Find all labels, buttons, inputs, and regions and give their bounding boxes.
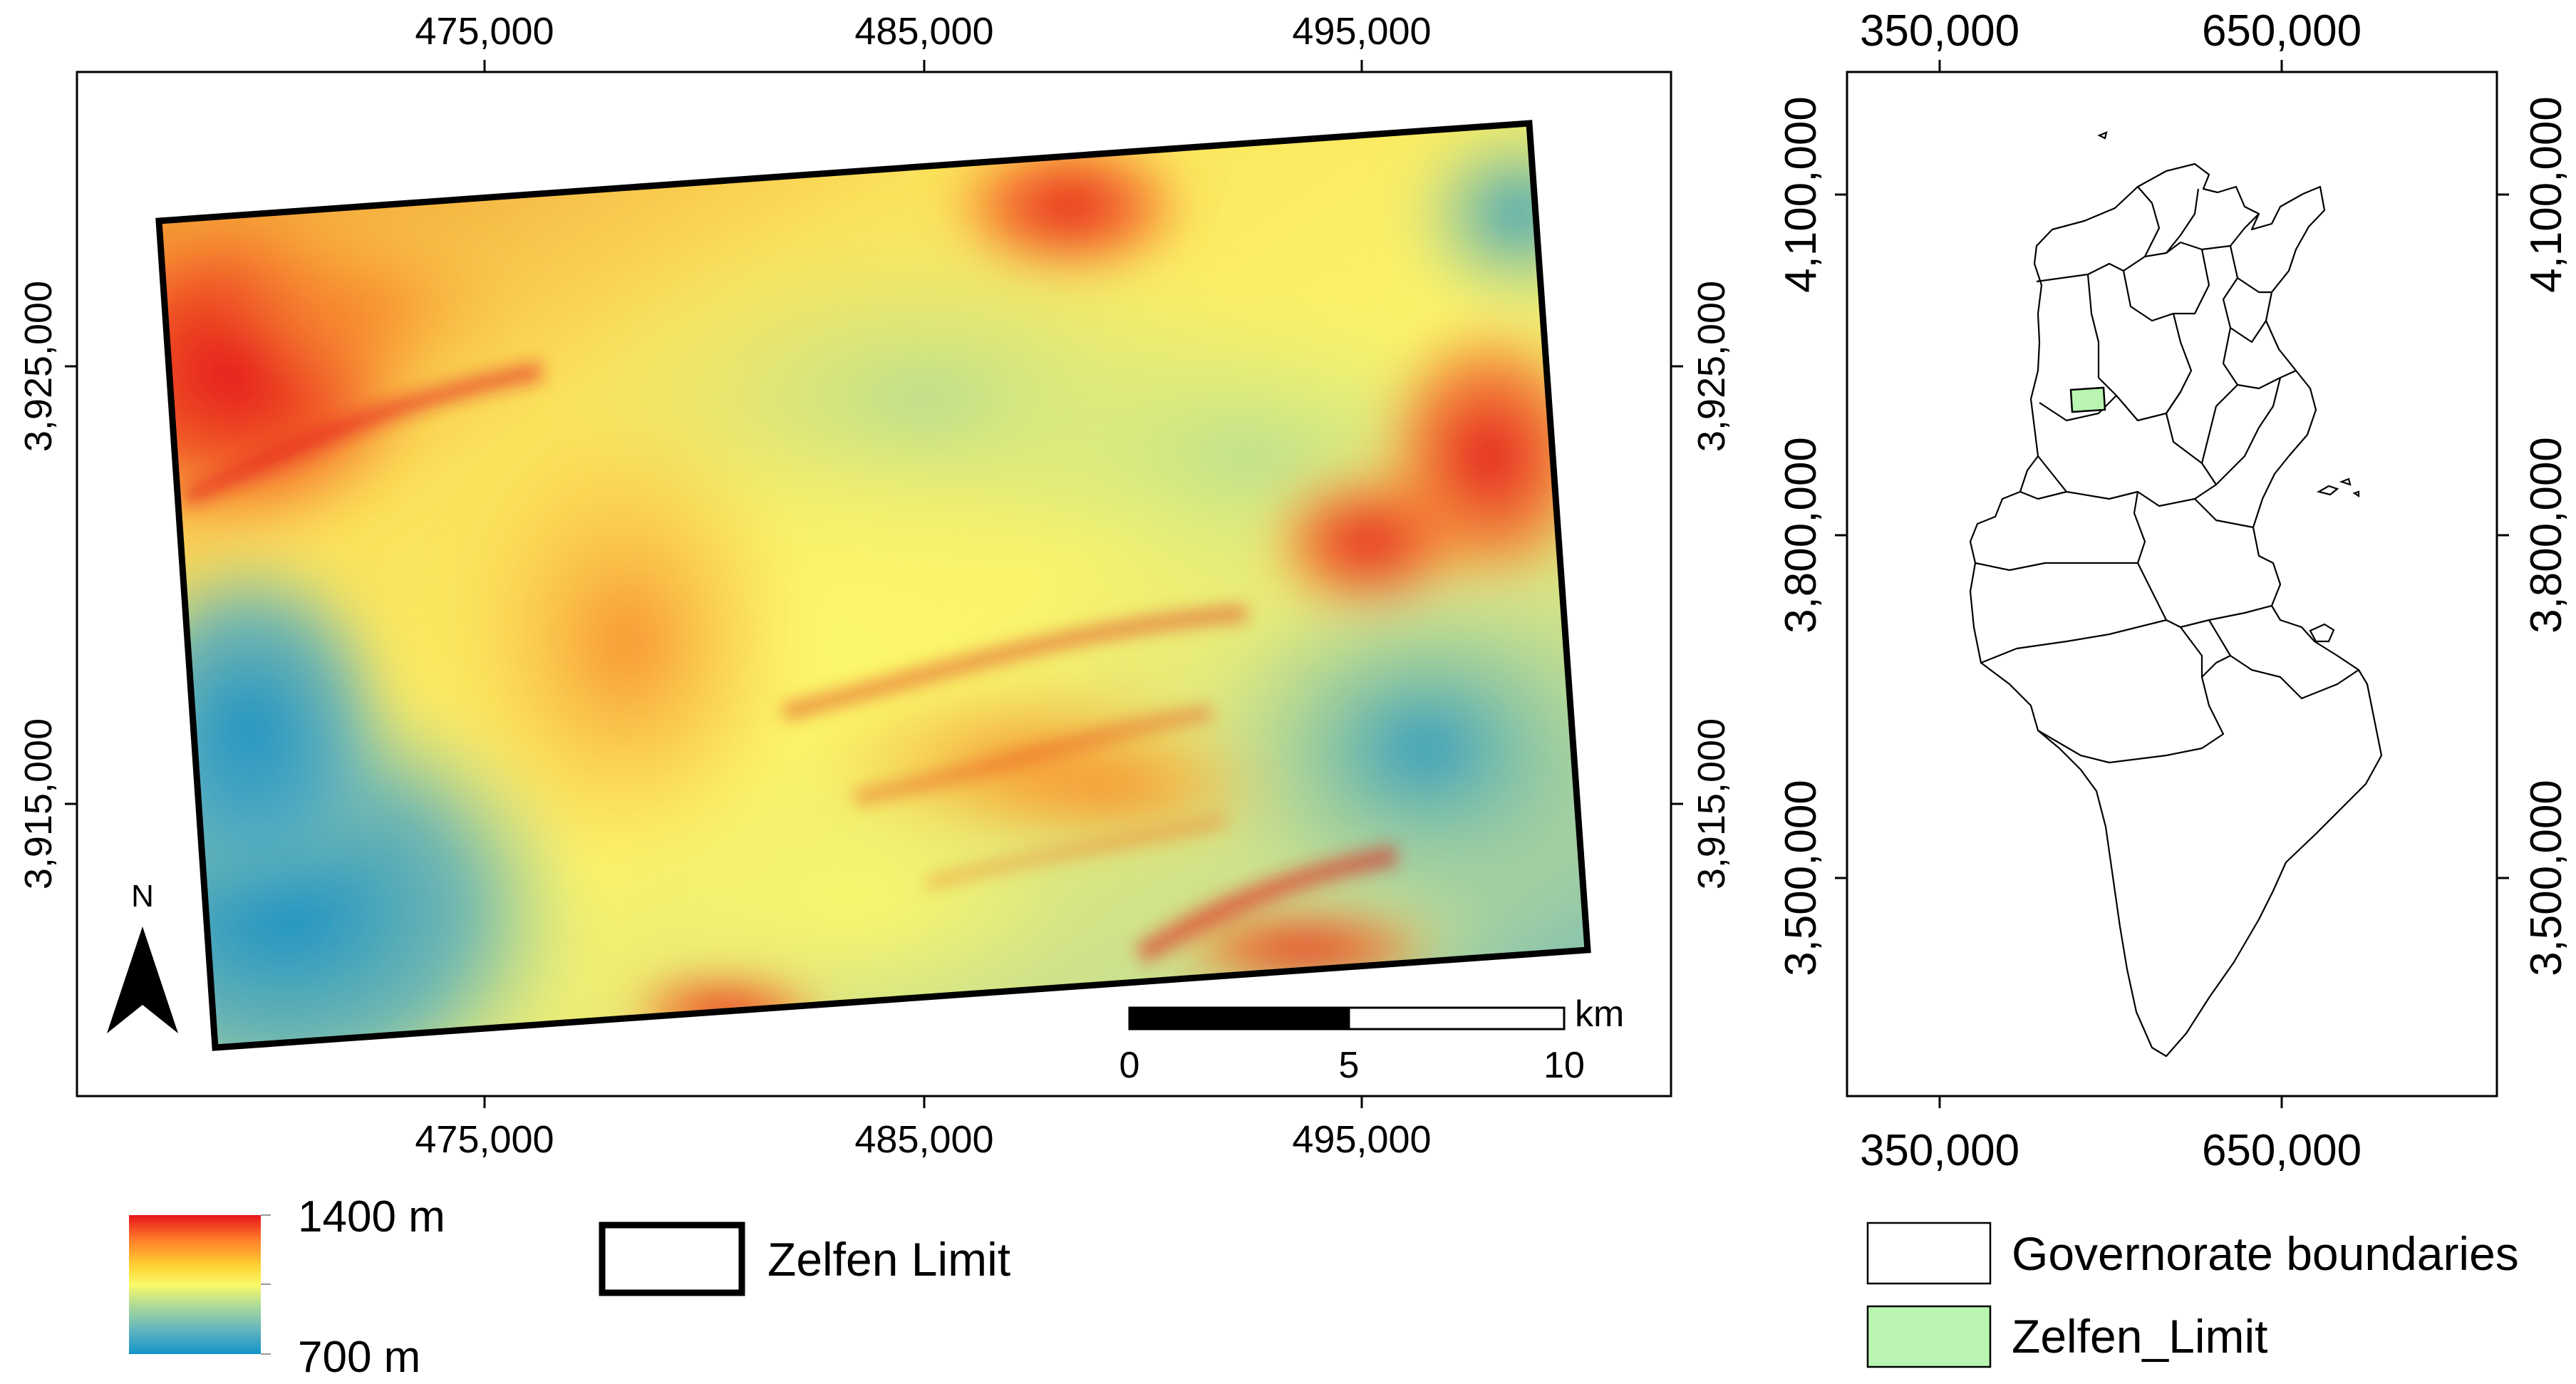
inset-right-tick-label: 4,100,000 (2522, 96, 2571, 293)
inset-islands (2097, 131, 2360, 643)
main-top-tick-label: 495,000 (1292, 10, 1431, 53)
elevation-low-label: 700 m (298, 1333, 420, 1382)
zelfen-limit-boundary (155, 120, 1591, 1051)
main-bottom-tick-label: 475,000 (415, 1118, 554, 1161)
zelfen-inset-swatch (1866, 1305, 1992, 1368)
inset-map-tick-labels: 350,000 650,000 350,000 650,000 4,100,00… (1776, 6, 2571, 1175)
governorate-swatch (1866, 1222, 1992, 1285)
north-arrow-icon (107, 926, 178, 1033)
inset-legend: Governorate boundaries Zelfen_Limit (1866, 1222, 2519, 1368)
inset-left-tick-label: 3,800,000 (1776, 437, 1826, 634)
north-label: N (131, 879, 154, 914)
zelfen-inset-legend-label: Zelfen_Limit (2012, 1310, 2268, 1363)
inset-map-frame (1846, 71, 2498, 1098)
inset-top-tick-label: 650,000 (2202, 6, 2362, 56)
governorate-legend-label: Governorate boundaries (2012, 1227, 2519, 1280)
north-arrow: N (107, 879, 178, 1033)
elevation-high-label: 1400 m (298, 1192, 445, 1241)
scale-bar-unit: km (1575, 993, 1624, 1035)
elevation-raster (159, 123, 1588, 1048)
elevation-color-ramp (129, 1215, 261, 1354)
inset-bottom-tick-label: 650,000 (2202, 1126, 2362, 1175)
main-bottom-tick-label: 495,000 (1292, 1118, 1431, 1161)
zelfen-limit-legend: Zelfen Limit (599, 1222, 1010, 1296)
inset-zelfen-limit (2069, 386, 2106, 413)
tunisia-governorates (1969, 162, 2383, 1058)
inset-bottom-tick-label: 350,000 (1860, 1126, 2019, 1175)
main-right-tick-label: 3,915,000 (1690, 718, 1733, 889)
inset-map-ticks (1835, 60, 2509, 1108)
zelfen-limit-swatch (599, 1222, 745, 1296)
inset-right-tick-label: 3,800,000 (2522, 437, 2571, 634)
zelfen-limit-legend-label: Zelfen Limit (767, 1233, 1010, 1286)
scale-bar-white-segment (1348, 1006, 1566, 1031)
main-map-ticks (65, 60, 1683, 1108)
main-top-tick-label: 475,000 (415, 10, 554, 53)
inset-right-tick-label: 3,500,000 (2522, 780, 2571, 976)
main-map-tick-labels: 475,000 485,000 495,000 475,000 485,000 … (17, 10, 1733, 1161)
main-right-tick-label: 3,925,000 (1690, 281, 1733, 452)
scale-bar: km 0 5 10 (1119, 993, 1625, 1086)
scale-bar-black-segment (1128, 1006, 1350, 1031)
inset-left-tick-label: 4,100,000 (1776, 96, 1826, 293)
elevation-legend: 1400 m 700 m (129, 1192, 445, 1382)
scale-bar-label: 0 (1119, 1045, 1140, 1086)
inset-top-tick-label: 350,000 (1860, 6, 2019, 56)
scale-bar-label: 10 (1543, 1045, 1585, 1086)
main-top-tick-label: 485,000 (854, 10, 993, 53)
main-bottom-tick-label: 485,000 (854, 1118, 993, 1161)
inset-left-tick-label: 3,500,000 (1776, 780, 1826, 976)
main-left-tick-label: 3,915,000 (17, 718, 60, 889)
scale-bar-label: 5 (1339, 1045, 1360, 1086)
main-left-tick-label: 3,925,000 (17, 281, 60, 452)
